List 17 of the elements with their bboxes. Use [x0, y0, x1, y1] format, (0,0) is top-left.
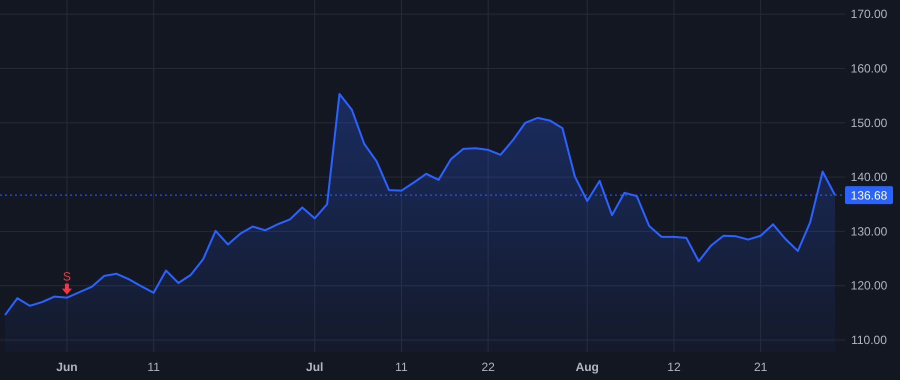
y-tick-label: 150.00 — [850, 116, 888, 130]
x-tick-label: 22 — [481, 360, 496, 374]
x-tick-label: Jul — [306, 360, 324, 374]
x-tick-label: 12 — [667, 360, 681, 374]
x-tick-label: 21 — [754, 360, 768, 374]
x-tick-label: Jun — [56, 360, 78, 374]
annotation: S — [62, 270, 71, 284]
y-tick-label: 110.00 — [851, 333, 888, 348]
y-tick-label: 140.00 — [850, 170, 888, 184]
ref-line-label: 136.68 — [850, 188, 888, 203]
x-tick-label: 11 — [147, 360, 160, 374]
x-tick-label: 11 — [395, 360, 408, 374]
y-tick-label: 170.00 — [850, 7, 888, 22]
y-tick-label: 120.00 — [850, 278, 888, 293]
x-tick-label: Aug — [576, 360, 599, 374]
y-tick-label: 130.00 — [850, 224, 888, 238]
y-tick-label: 160.00 — [850, 61, 888, 76]
